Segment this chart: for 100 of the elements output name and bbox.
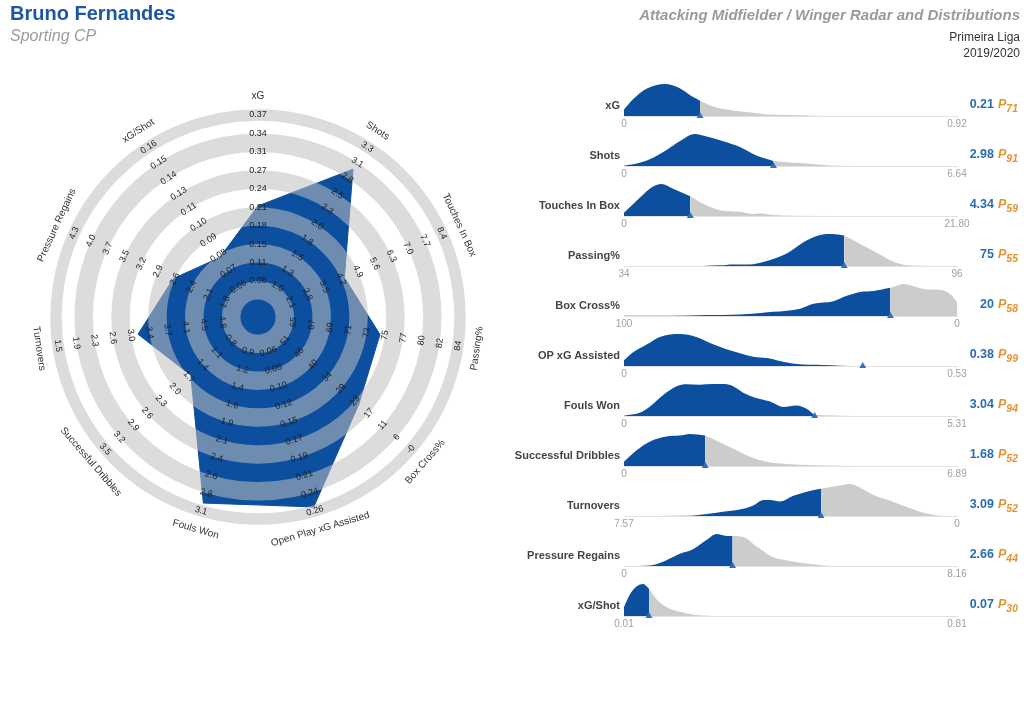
text: 0.37 (249, 109, 267, 120)
text: 1.2 (235, 362, 251, 376)
text: OP xG Assisted (538, 348, 620, 363)
x-tick-label: 100 (615, 317, 633, 329)
x-tick-label: 0 (621, 217, 628, 229)
text: 29 (333, 381, 348, 396)
text: -0 (403, 442, 417, 456)
text: 2019/2020 (963, 45, 1020, 61)
text: 2.1 (284, 294, 299, 310)
text: 1.68 (969, 446, 994, 462)
text: 0.21 (294, 467, 315, 483)
text: 2.1 (214, 432, 230, 447)
x-tick-label: 0 (954, 317, 961, 329)
spoke-label: Turnovers (31, 325, 49, 372)
spoke-label: Passing% (467, 325, 485, 372)
text: 80 (415, 334, 427, 347)
text: 1.1 (209, 344, 226, 361)
text: 2.8 (300, 286, 316, 302)
text: Fouls Won (563, 398, 620, 413)
text: 6.3 (384, 248, 400, 264)
text: 0.24 (299, 485, 320, 500)
text: xG (605, 98, 620, 113)
text: 1.5 (289, 247, 306, 263)
x-tick-label: 0.01 (614, 617, 635, 629)
text: 0.24 (249, 183, 267, 194)
x-tick-label: 0 (621, 417, 628, 429)
text: 77 (397, 332, 409, 344)
x-tick-label: 0 (621, 367, 628, 379)
text: 69 (323, 321, 336, 333)
text: 4.3 (66, 225, 81, 241)
spoke-label: Fouls Won (171, 516, 221, 541)
text: P$_{99}$ (998, 346, 1018, 366)
x-tick-label: 0.81 (947, 617, 968, 629)
text: 2.3 (89, 333, 101, 348)
text: 0.15 (278, 414, 299, 430)
text: 3.3 (359, 139, 376, 155)
text: 0.38 (969, 346, 994, 362)
x-tick-label: 6.64 (947, 167, 968, 179)
text: P$_{94}$ (998, 396, 1018, 416)
text: 3.1 (193, 503, 209, 517)
text: 84 (451, 340, 464, 352)
text: 1.3 (279, 263, 296, 279)
text: 2.66 (969, 546, 994, 562)
text: P$_{30}$ (998, 596, 1018, 616)
text: 1.9 (219, 415, 235, 429)
text: 40 (305, 357, 320, 372)
x-tick-label: 6.89 (947, 467, 968, 479)
text: 0.06 (258, 343, 278, 359)
text: 82 (433, 337, 445, 349)
text: xG/Shot (577, 598, 620, 613)
text: Touches In Box (538, 198, 620, 213)
text: 17 (361, 405, 376, 420)
chart-subtitle: Sporting CP (10, 27, 97, 45)
text: 1.4 (195, 356, 212, 373)
text: 4.0 (83, 232, 98, 249)
text: 3.7 (100, 240, 115, 256)
text: Passing% (568, 248, 620, 263)
x-tick-label: 0 (621, 567, 628, 579)
text: 2.0 (167, 380, 184, 397)
text: 1.6 (225, 397, 240, 411)
text: Successful Dribbles (514, 448, 620, 463)
text: P$_{59}$ (998, 196, 1018, 216)
text: 1.4 (230, 379, 246, 394)
chart-title: Bruno Fernandes (10, 2, 176, 25)
text: 2.3 (153, 392, 170, 409)
text: 8.4 (435, 225, 450, 241)
text: 0.9 (240, 344, 256, 358)
text: 0.19 (289, 449, 309, 465)
text: Box Cross% (555, 298, 620, 313)
text: Attacking Midfielder / Winger Radar and Distributions (639, 5, 1020, 25)
text: 2.8 (339, 170, 356, 186)
text: 20 (980, 296, 994, 312)
text: 2.6 (204, 468, 220, 482)
text: 0.12 (273, 396, 294, 412)
text: 4.8 (217, 315, 229, 329)
x-tick-label: 0 (621, 167, 628, 179)
text: 3.2 (133, 255, 149, 272)
text: 2.98 (969, 146, 994, 162)
text: 2.6 (107, 330, 120, 345)
text: Turnovers (567, 498, 620, 513)
text: 3.1 (349, 154, 366, 170)
x-tick-label: 7.57 (614, 517, 635, 529)
text: 0.27 (249, 164, 267, 175)
text: 4.34 (969, 196, 994, 212)
text: 0.8 (223, 332, 240, 349)
text: 65 (287, 316, 299, 328)
text: Pressure Regains (527, 548, 620, 563)
text: 0.06 (228, 277, 249, 296)
text: 0.08 (263, 361, 284, 377)
text: 3.5 (97, 440, 114, 457)
x-tick-label: 0 (954, 517, 961, 529)
text: 2.5 (329, 185, 346, 201)
text: 0.26 (304, 503, 325, 518)
text: 3.4 (144, 325, 156, 340)
text: 4.1 (180, 320, 193, 335)
text: 46 (291, 345, 306, 360)
x-tick-label: 0.92 (947, 117, 968, 129)
text: P$_{71}$ (998, 96, 1018, 116)
text: 0.21 (969, 96, 994, 112)
text: 1.5 (52, 338, 65, 353)
